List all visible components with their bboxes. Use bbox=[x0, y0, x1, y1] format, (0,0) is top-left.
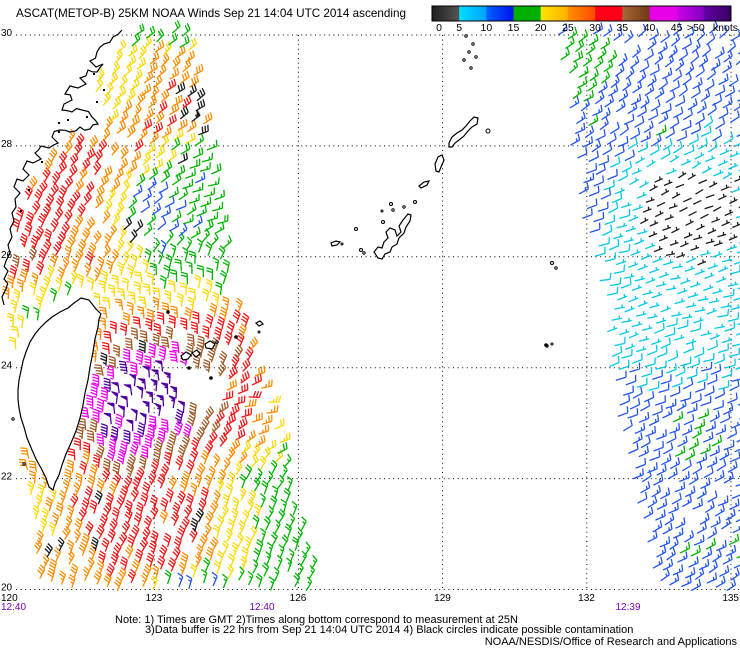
svg-text:12:40: 12:40 bbox=[1, 602, 26, 613]
svg-text:5: 5 bbox=[456, 22, 462, 34]
svg-text:30: 30 bbox=[589, 22, 601, 34]
svg-text:20: 20 bbox=[535, 22, 547, 34]
svg-text:25: 25 bbox=[562, 22, 574, 34]
svg-text:135: 135 bbox=[722, 593, 739, 604]
svg-text:24: 24 bbox=[1, 361, 13, 372]
svg-text:12:39: 12:39 bbox=[615, 602, 640, 613]
svg-text:129: 129 bbox=[434, 593, 451, 604]
svg-text:knots: knots bbox=[713, 22, 738, 34]
svg-text:ASCAT(METOP-B) 25KM NOAA Winds: ASCAT(METOP-B) 25KM NOAA Winds Sep 21 14… bbox=[16, 7, 406, 20]
svg-text:0: 0 bbox=[436, 22, 442, 34]
svg-text:35: 35 bbox=[616, 22, 628, 34]
svg-text:40: 40 bbox=[644, 22, 656, 34]
svg-text:45: 45 bbox=[671, 22, 683, 34]
svg-text:30: 30 bbox=[1, 28, 13, 39]
svg-text:120: 120 bbox=[1, 593, 18, 604]
svg-text:10: 10 bbox=[481, 22, 493, 34]
svg-text:28: 28 bbox=[1, 139, 13, 150]
svg-text:132: 132 bbox=[578, 593, 595, 604]
svg-text:123: 123 bbox=[146, 593, 163, 604]
svg-text:20: 20 bbox=[1, 583, 13, 594]
svg-text:3)Data buffer is 22 hrs from S: 3)Data buffer is 22 hrs from Sep 21 14:0… bbox=[145, 624, 633, 636]
svg-text:26: 26 bbox=[1, 250, 13, 261]
svg-text:22: 22 bbox=[1, 472, 13, 483]
svg-text:126: 126 bbox=[290, 593, 307, 604]
svg-text:Note: 1) Times are GMT 2)Times: Note: 1) Times are GMT 2)Times along bot… bbox=[115, 614, 518, 626]
svg-text:12:40: 12:40 bbox=[249, 602, 274, 613]
svg-text:>50: >50 bbox=[687, 22, 705, 34]
svg-text:15: 15 bbox=[508, 22, 520, 34]
svg-text:NOAA/NESDIS/Office of Research: NOAA/NESDIS/Office of Research and Appli… bbox=[485, 636, 738, 648]
